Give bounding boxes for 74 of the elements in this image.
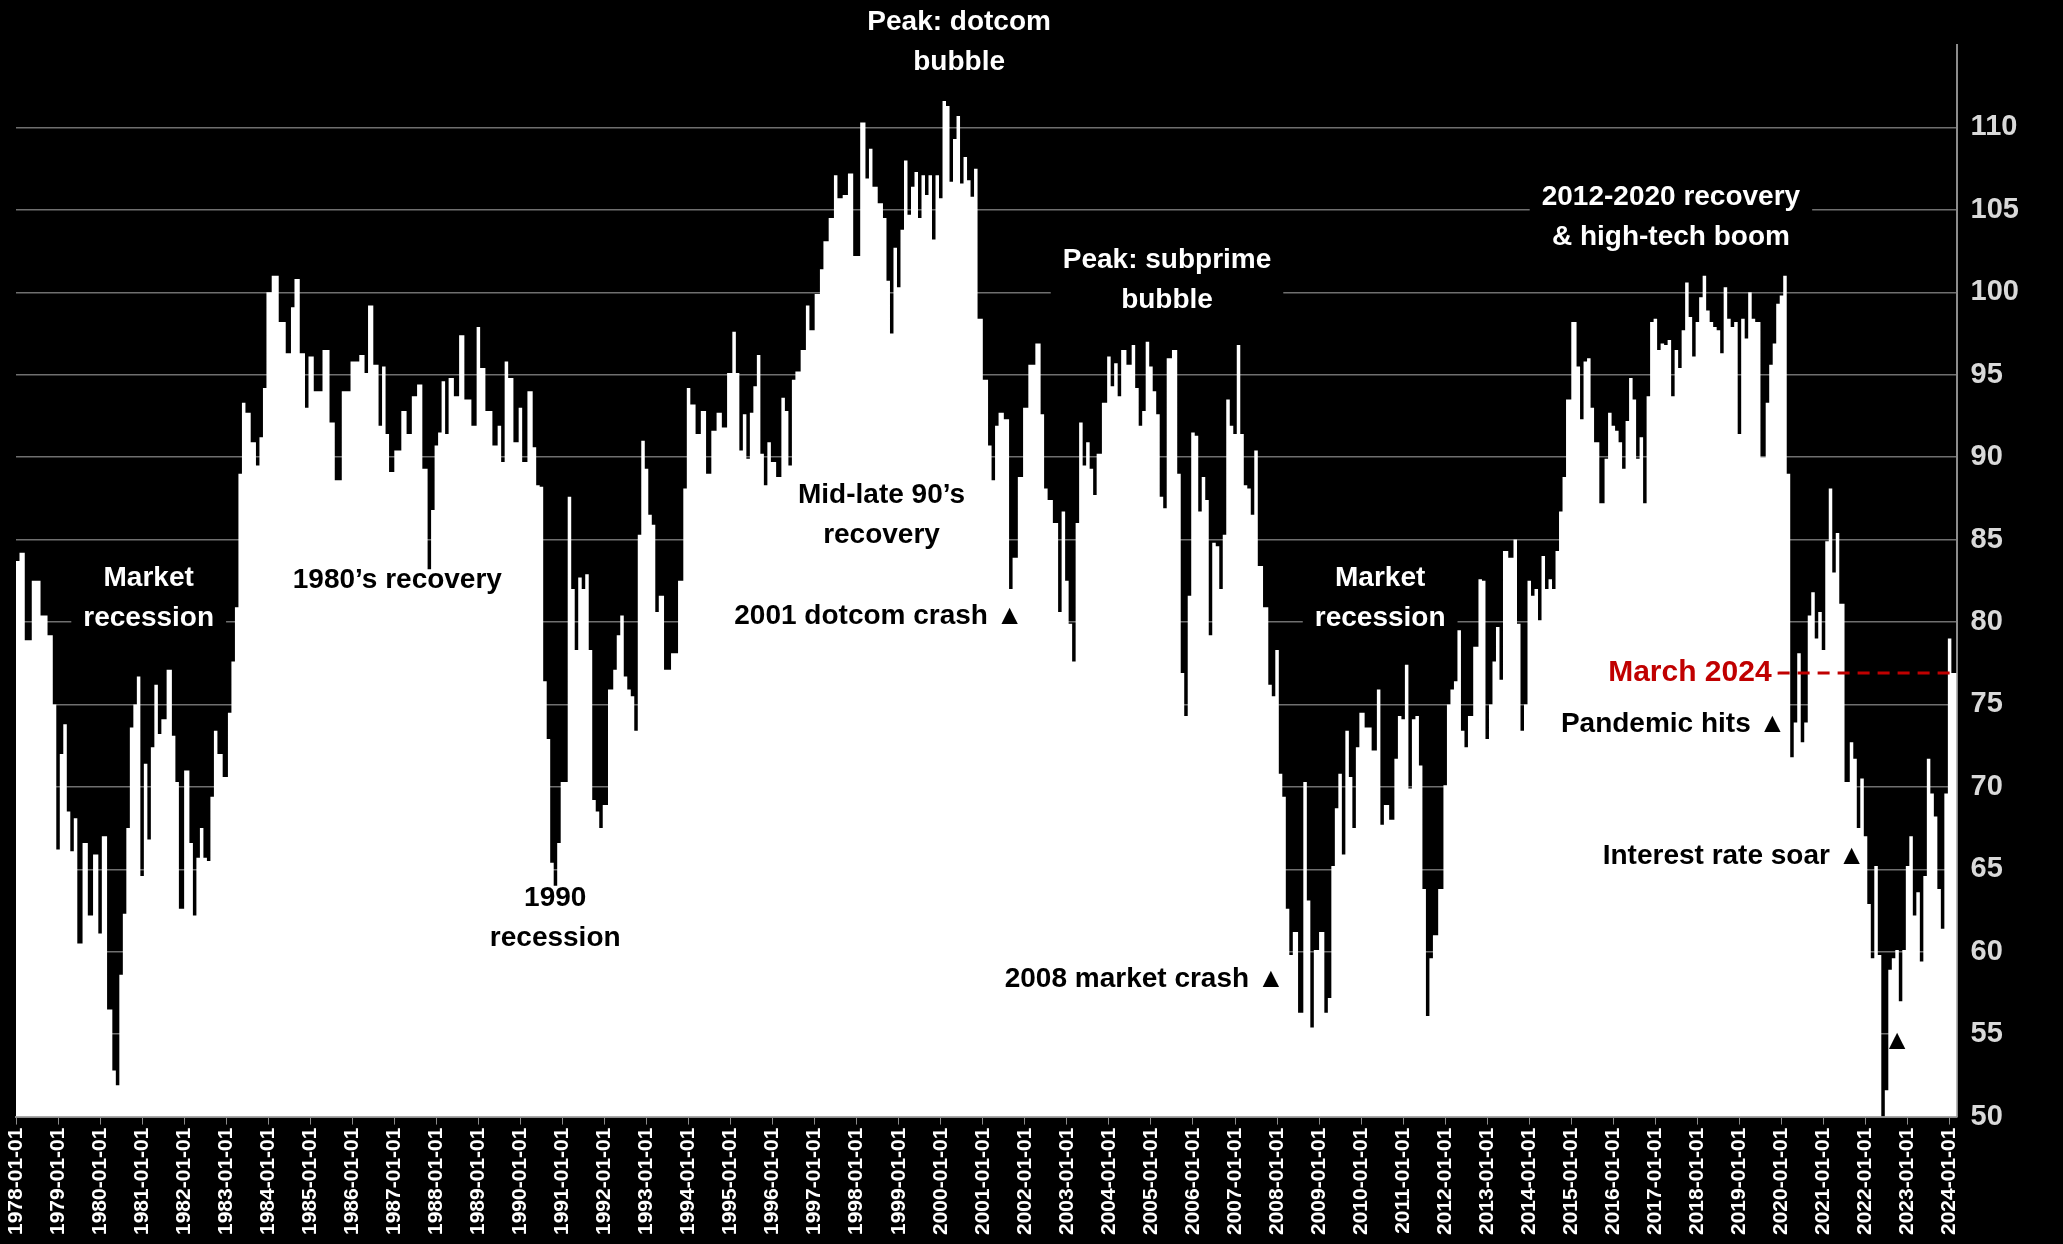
x-tick-label: 1983-01-01 [212, 1127, 236, 1235]
x-tick-label: 2008-01-01 [1263, 1127, 1287, 1235]
x-tick-label: 1998-01-01 [843, 1127, 867, 1235]
x-tick-label: 1987-01-01 [381, 1127, 405, 1235]
x-tick-label: 2015-01-01 [1558, 1127, 1582, 1235]
annotation: Interest rate soar ▲ [1602, 838, 1866, 870]
ref-line-label: March 2024 [1608, 654, 1772, 688]
annotation: Peak: subprime bubble [1062, 242, 1272, 314]
x-tick-label: 1984-01-01 [255, 1127, 279, 1235]
x-tick-label: 1988-01-01 [423, 1127, 447, 1235]
y-tick-label: 75 [1970, 686, 2003, 719]
x-tick-label: 1989-01-01 [465, 1127, 489, 1235]
y-tick-label: 95 [1970, 356, 2003, 389]
x-tick-label: 1995-01-01 [717, 1127, 741, 1235]
y-tick-label: 60 [1970, 933, 2003, 966]
x-tick-label: 1979-01-01 [44, 1127, 68, 1235]
y-tick-label: 65 [1970, 851, 2003, 884]
x-tick-label: 2004-01-01 [1095, 1127, 1119, 1235]
x-tick-label: 2001-01-01 [969, 1127, 993, 1235]
x-tick-label: 2017-01-01 [1642, 1127, 1666, 1235]
x-tick-label: 1993-01-01 [633, 1127, 657, 1235]
annotation: Peak: dotcom bubble [867, 4, 1051, 76]
x-tick-label: 2014-01-01 [1516, 1127, 1540, 1235]
x-tick-label: 1994-01-01 [675, 1127, 699, 1235]
x-tick-label: 2000-01-01 [927, 1127, 951, 1235]
x-tick-label: 2009-01-01 [1305, 1127, 1329, 1235]
x-tick-label: 2010-01-01 [1347, 1127, 1371, 1235]
y-tick-label: 50 [1970, 1098, 2003, 1131]
x-tick-label: 1996-01-01 [759, 1127, 783, 1235]
x-tick-label: 2016-01-01 [1600, 1127, 1624, 1235]
x-tick-label: 1982-01-01 [170, 1127, 194, 1235]
x-tick-label: 1980-01-01 [86, 1127, 110, 1235]
y-tick-label: 90 [1970, 439, 2003, 472]
annotation: Mid-late 90’s recovery [798, 478, 966, 550]
x-tick-label: 2021-01-01 [1810, 1127, 1834, 1235]
y-tick-label: 110 [1970, 109, 2018, 142]
x-tick-label: 2005-01-01 [1137, 1127, 1161, 1235]
x-tick-label: 2002-01-01 [1011, 1127, 1035, 1235]
x-tick-label: 1986-01-01 [339, 1127, 363, 1235]
annotation: 2008 market crash ▲ [1004, 962, 1285, 994]
x-tick-label: 2022-01-01 [1852, 1127, 1876, 1235]
x-tick-label: 1981-01-01 [128, 1127, 152, 1235]
x-tick-label: 2019-01-01 [1726, 1127, 1750, 1235]
x-tick-label: 2012-01-01 [1431, 1127, 1455, 1235]
x-tick-label: 1978-01-01 [2, 1127, 26, 1235]
x-tick-label: 2006-01-01 [1179, 1127, 1203, 1235]
x-tick-label: 2020-01-01 [1768, 1127, 1792, 1235]
x-tick-label: 2013-01-01 [1474, 1127, 1498, 1235]
annotation: Pandemic hits ▲ [1560, 707, 1787, 739]
annotation: Market recession [83, 561, 215, 633]
x-tick-label: 2018-01-01 [1684, 1127, 1708, 1235]
x-tick-label: 1990-01-01 [507, 1127, 531, 1235]
annotation: 2001 dotcom crash ▲ [734, 599, 1024, 631]
y-tick-label: 85 [1970, 521, 2003, 554]
x-tick-label: 2024-01-01 [1936, 1127, 1960, 1235]
x-tick-label: 2003-01-01 [1053, 1127, 1077, 1235]
x-tick-label: 1999-01-01 [885, 1127, 909, 1235]
x-tick-label: 1985-01-01 [297, 1127, 321, 1235]
annotation: 2012-2020 recovery & high-tech boom [1541, 179, 1801, 251]
annotation: Market recession [1314, 561, 1446, 633]
x-tick-label: 2011-01-01 [1389, 1127, 1413, 1234]
x-tick-label: 1992-01-01 [591, 1127, 615, 1235]
y-tick-label: 80 [1970, 604, 2003, 636]
annotation: 1980’s recovery [292, 562, 503, 594]
x-tick-label: 2023-01-01 [1894, 1127, 1918, 1235]
y-tick-label: 100 [1970, 274, 2020, 307]
x-tick-label: 2007-01-01 [1221, 1127, 1245, 1235]
y-tick-label: 70 [1970, 768, 2003, 801]
x-tick-label: 1991-01-01 [549, 1127, 573, 1235]
annotation: 1990 recession [489, 880, 621, 952]
y-tick-label: 55 [1970, 1016, 2003, 1049]
y-tick-label: 105 [1970, 191, 2020, 224]
annotation: ▲ [1883, 1024, 1912, 1056]
x-tick-label: 1997-01-01 [801, 1127, 825, 1235]
